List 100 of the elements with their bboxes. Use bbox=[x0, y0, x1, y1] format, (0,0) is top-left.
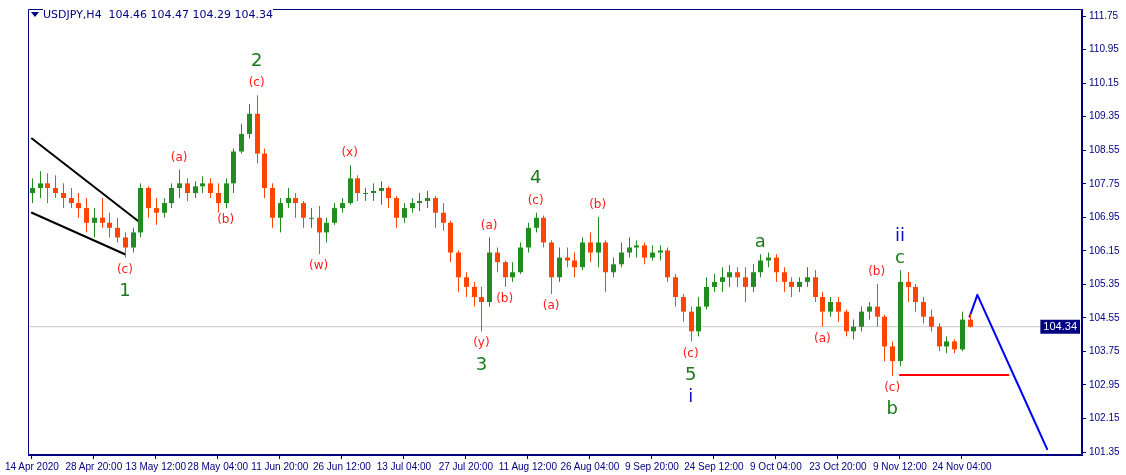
annotation: b bbox=[886, 397, 898, 419]
y-tick-label: 107.75 bbox=[1089, 177, 1121, 189]
candlestick bbox=[789, 276, 794, 298]
candlestick bbox=[937, 322, 942, 352]
candlestick bbox=[906, 271, 911, 303]
candlestick bbox=[131, 227, 136, 254]
candlestick bbox=[642, 241, 647, 265]
y-tick-label: 110.15 bbox=[1089, 76, 1120, 88]
x-tick-label: 26 Jun 12:00 bbox=[312, 460, 372, 472]
y-tick-label: 102.95 bbox=[1089, 378, 1121, 390]
annotation: (c) bbox=[682, 345, 699, 360]
candlestick bbox=[805, 266, 810, 288]
candlestick bbox=[301, 200, 306, 229]
candlestick bbox=[324, 217, 329, 243]
annotation: c bbox=[894, 245, 905, 267]
candlestick bbox=[208, 177, 213, 199]
candlestick bbox=[402, 202, 407, 224]
x-tick-label: 9 Sep 20:00 bbox=[624, 460, 680, 472]
candlestick bbox=[479, 286, 484, 332]
candlestick bbox=[836, 296, 841, 323]
candlestick bbox=[596, 216, 601, 268]
candlestick bbox=[758, 253, 763, 278]
candlestick bbox=[76, 192, 81, 219]
annotation: (a) bbox=[814, 330, 831, 345]
y-tick-label: 111.75 bbox=[1089, 9, 1119, 21]
candlestick bbox=[735, 266, 740, 288]
candlestick bbox=[743, 266, 748, 303]
candlestick bbox=[875, 283, 880, 328]
chart-title: USDJPY,H4 104.46 104.47 104.29 104.34 bbox=[43, 8, 274, 21]
candlestick bbox=[162, 197, 167, 219]
x-tick-label: 28 Apr 20:00 bbox=[65, 460, 123, 472]
candlestick bbox=[107, 212, 112, 238]
candlestick bbox=[890, 340, 895, 377]
x-tick-label: 23 Oct 20:00 bbox=[809, 460, 867, 472]
x-tick-label: 9 Nov 12:00 bbox=[872, 460, 928, 472]
candlestick bbox=[92, 207, 97, 238]
candlestick bbox=[673, 273, 678, 308]
annotation: (a) bbox=[170, 149, 188, 164]
candlestick bbox=[627, 236, 632, 259]
annotation: (a) bbox=[480, 217, 498, 232]
candlestick bbox=[224, 177, 229, 209]
candlestick bbox=[464, 271, 469, 298]
x-tick-label: 11 Aug 12:00 bbox=[498, 460, 558, 472]
x-tick-label: 9 Oct 04:00 bbox=[750, 460, 803, 472]
candlestick bbox=[433, 195, 438, 229]
candlestick bbox=[557, 247, 562, 283]
y-tick-label: 102.15 bbox=[1089, 412, 1121, 424]
annotation: (b) bbox=[496, 291, 514, 306]
candlestick bbox=[689, 306, 694, 342]
annotation: 3 bbox=[475, 353, 488, 375]
candlestick bbox=[828, 296, 833, 318]
annotation: (a) bbox=[542, 298, 560, 313]
candlestick bbox=[704, 276, 709, 311]
y-tick-label: 101.35 bbox=[1089, 445, 1121, 457]
y-tick-label: 103.75 bbox=[1089, 345, 1121, 357]
y-tick-label: 104.55 bbox=[1089, 311, 1121, 323]
candlestick bbox=[813, 269, 818, 303]
x-tick-label: 27 Jul 20:00 bbox=[438, 460, 494, 472]
candlestick bbox=[355, 174, 360, 202]
candlestick bbox=[619, 241, 624, 268]
y-tick-label: 106.15 bbox=[1089, 244, 1121, 256]
annotation: (b) bbox=[868, 264, 886, 279]
candlestick bbox=[565, 247, 570, 268]
annotation: 1 bbox=[119, 279, 131, 301]
annotation: (c) bbox=[116, 261, 133, 276]
candlestick bbox=[534, 212, 539, 233]
candlestick bbox=[712, 273, 717, 293]
candlestick bbox=[247, 103, 252, 140]
annotation: (x) bbox=[341, 145, 358, 160]
candlestick bbox=[820, 291, 825, 328]
candlestick bbox=[386, 185, 391, 209]
candlestick bbox=[45, 172, 50, 204]
x-tick-label: 28 May 04:00 bbox=[187, 460, 249, 472]
candlestick bbox=[727, 264, 732, 288]
annotation: ii bbox=[894, 223, 905, 245]
candlestick bbox=[913, 283, 918, 313]
candlestick bbox=[417, 192, 422, 212]
candlestick bbox=[53, 174, 58, 199]
candlestick bbox=[293, 192, 298, 219]
x-tick-label: 14 Apr 2020 bbox=[4, 460, 60, 472]
candlestick bbox=[38, 170, 43, 199]
candlestick bbox=[100, 197, 105, 229]
candlestick bbox=[61, 182, 66, 209]
annotation: (c) bbox=[527, 192, 544, 207]
candlestick bbox=[379, 180, 384, 206]
candlestick bbox=[921, 296, 926, 324]
x-tick-label: 26 Aug 04:00 bbox=[560, 460, 620, 472]
candlestick bbox=[177, 169, 182, 199]
candlestick bbox=[216, 182, 221, 214]
annotation: (b) bbox=[589, 197, 607, 212]
candlestick bbox=[123, 231, 128, 259]
candlestick bbox=[782, 266, 787, 293]
annotation: (w) bbox=[309, 258, 329, 273]
candlestick bbox=[681, 293, 686, 323]
x-tick-label: 13 May 12:00 bbox=[125, 460, 187, 472]
candlestick bbox=[115, 217, 120, 243]
candlestick bbox=[859, 306, 864, 332]
candlestick bbox=[30, 177, 35, 204]
candlestick bbox=[588, 231, 593, 263]
x-tick-label: 24 Sep 12:00 bbox=[684, 460, 745, 472]
